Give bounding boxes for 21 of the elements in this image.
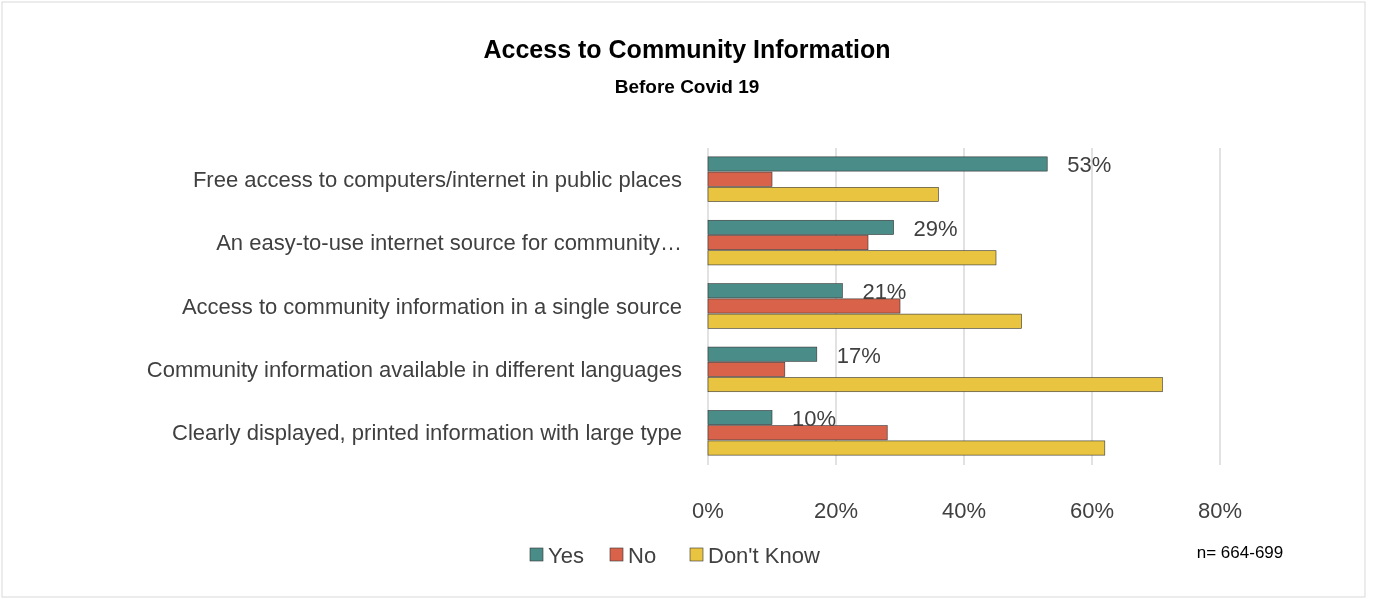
data-label: 17%: [836, 342, 881, 368]
y-tick-label: Community information available in different languages: [146, 356, 682, 382]
data-label: 53%: [1067, 152, 1112, 178]
legend-label: Don't Know: [708, 543, 820, 568]
data-label: 29%: [913, 215, 958, 241]
legend-label: Yes: [548, 543, 584, 568]
legend-label: No: [628, 543, 657, 568]
text: n= 664-699: [1196, 543, 1284, 562]
x-tick-label: 40%: [941, 498, 987, 523]
y-tick-label: Access to community information in a single source: [181, 293, 682, 319]
y-tick-label: An easy-to-use internet source for community…: [216, 230, 682, 256]
chart-title: Access to Community Information: [483, 35, 891, 63]
x-tick-label: 80%: [1197, 498, 1243, 523]
x-tick-label: 60%: [1069, 498, 1115, 523]
x-tick-label: 0%: [692, 498, 724, 523]
data-label: 10%: [792, 406, 837, 432]
y-tick-label: Free access to computers/internet in public places: [192, 166, 682, 192]
chart-subtitle: Before Covid 19: [614, 76, 760, 97]
x-tick-label: 20%: [813, 498, 859, 523]
data-label: 21%: [862, 279, 907, 305]
y-tick-label: Clearly displayed, printed information with large type: [172, 420, 682, 446]
